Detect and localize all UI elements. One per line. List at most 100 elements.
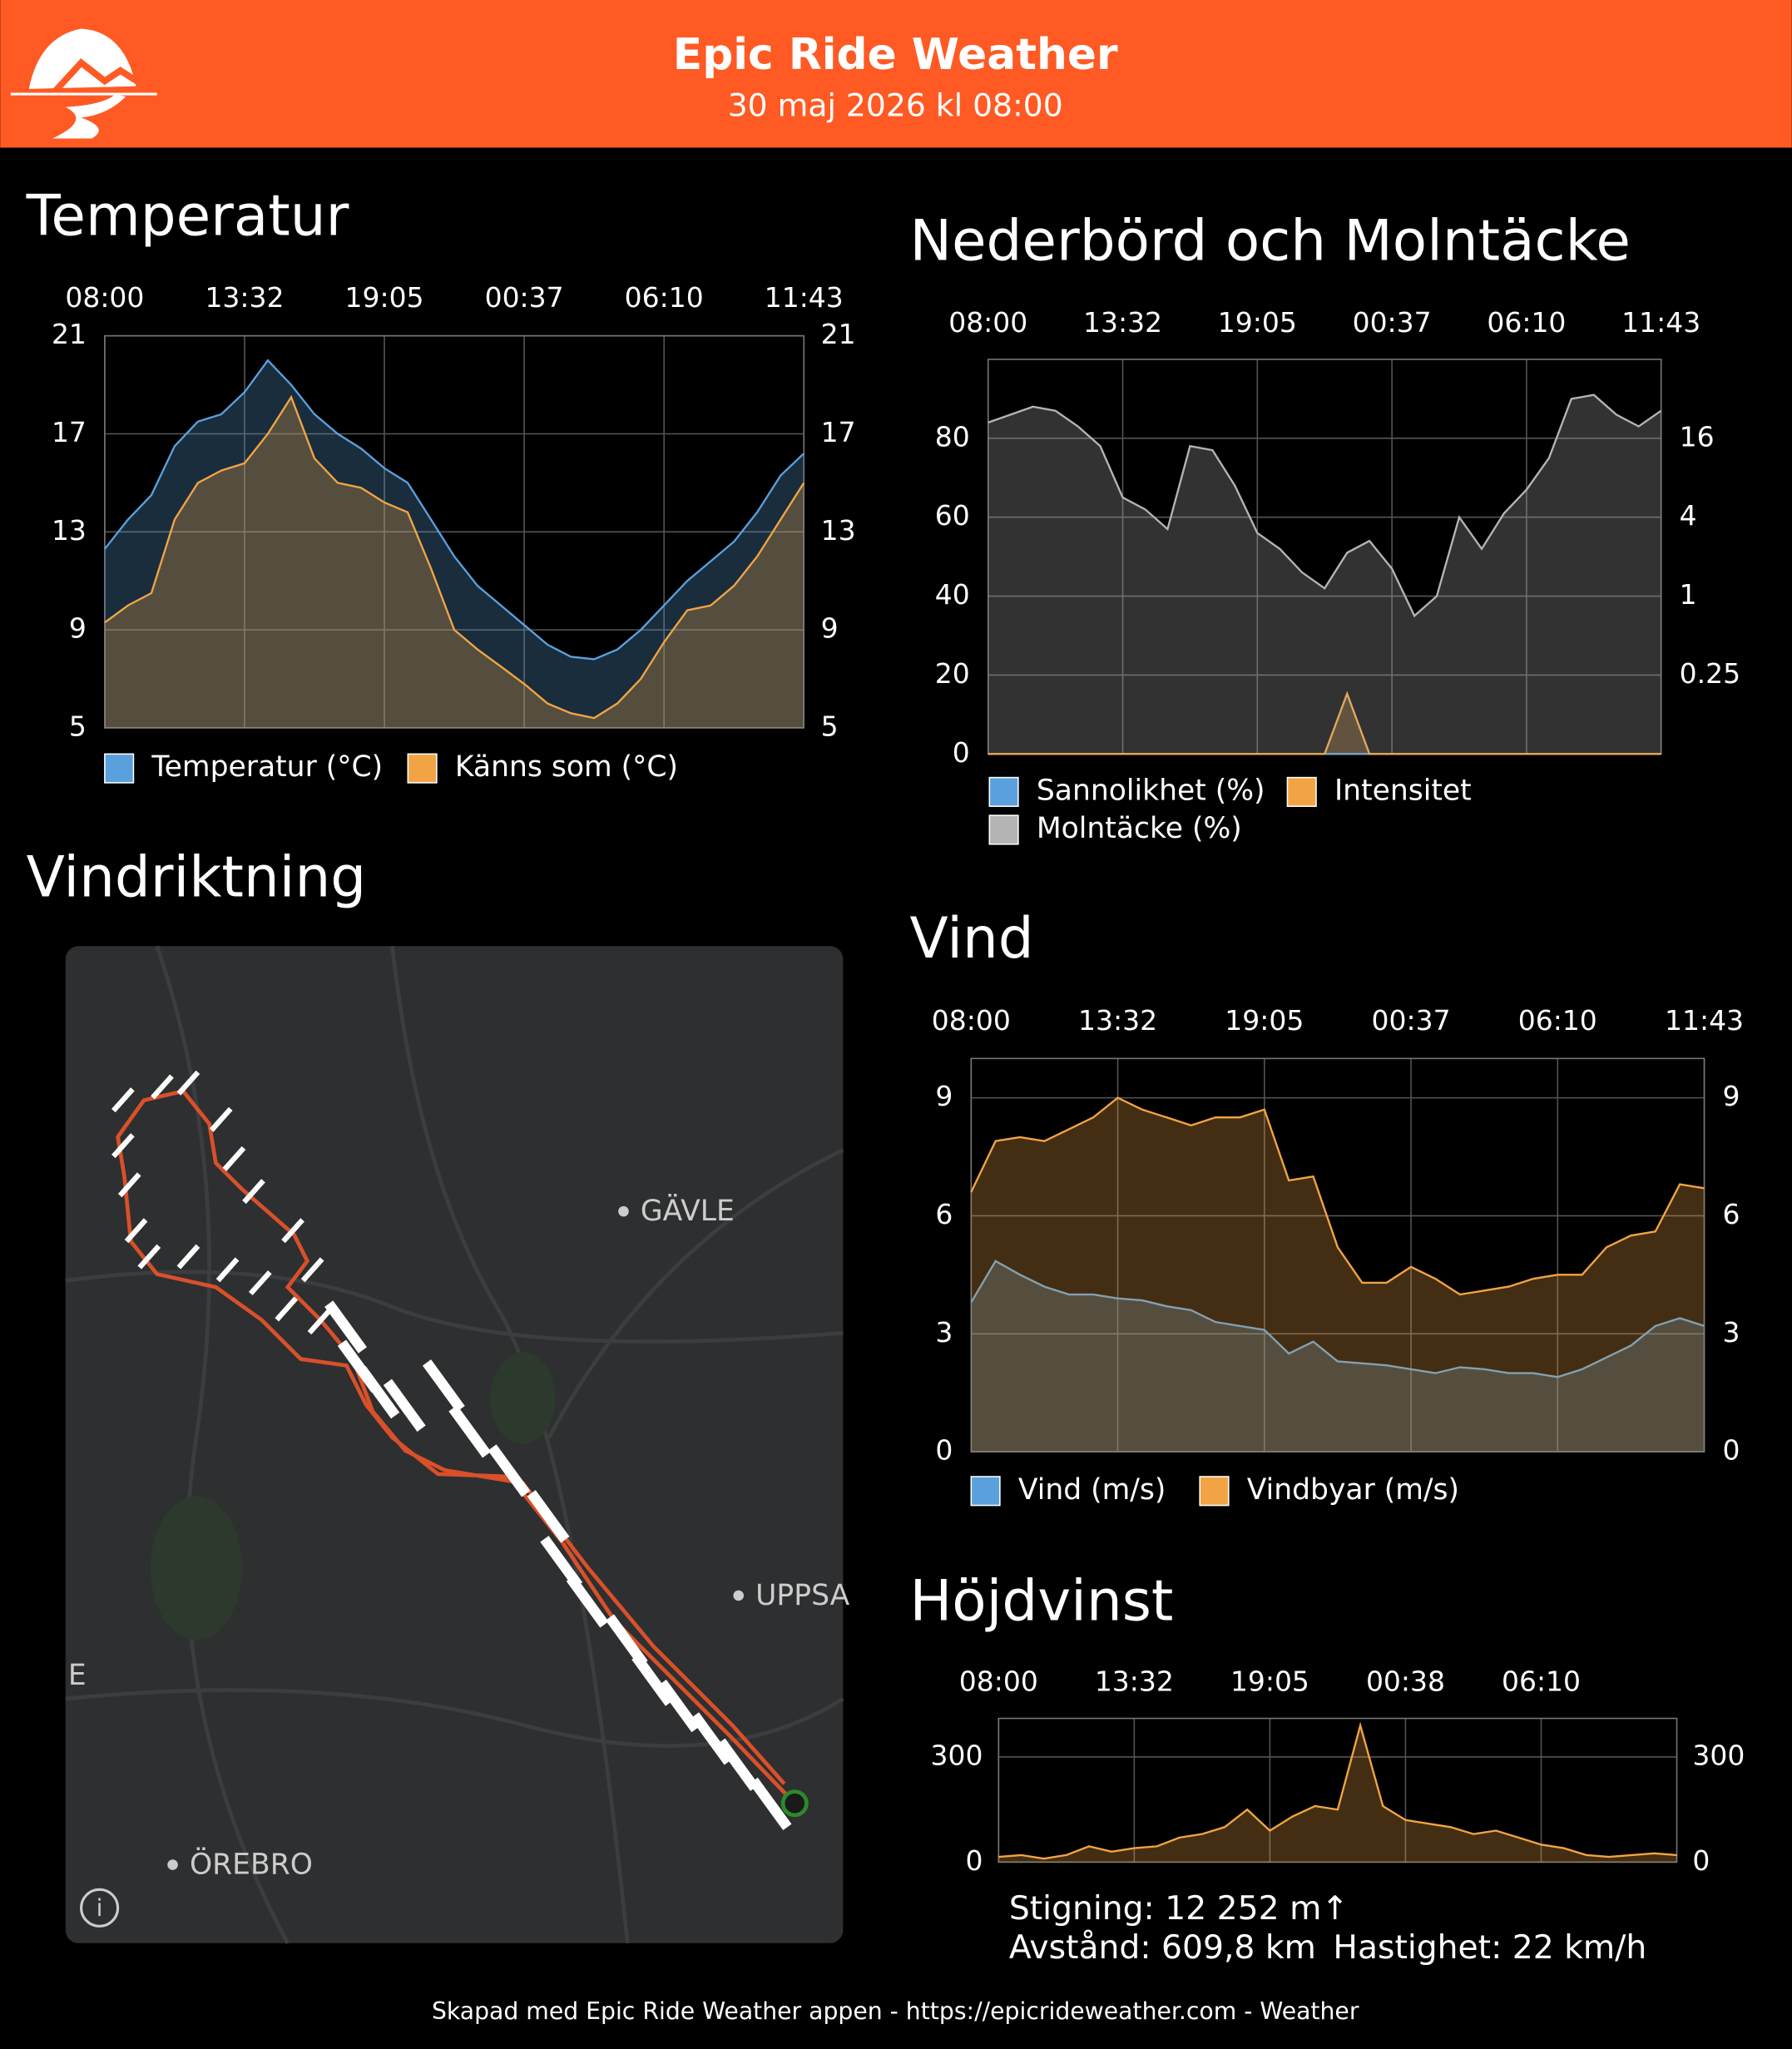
line — [988, 393, 1662, 618]
wind-arrow — [176, 1070, 200, 1096]
wind-arrow — [690, 1712, 733, 1765]
wind-arrow — [151, 1074, 174, 1100]
section-title: Vind — [909, 905, 1033, 971]
area — [988, 394, 1661, 755]
header-title: Epic Ride Weather — [673, 30, 1118, 80]
legend-label: Vindbyar (m/s) — [1247, 1473, 1459, 1507]
wind-arrow — [324, 1300, 367, 1354]
wind-arrow — [137, 1244, 161, 1269]
wind-arrow — [281, 1218, 304, 1244]
map-label: UPPSA — [755, 1579, 850, 1612]
x-tick-label: 08:00 — [959, 1665, 1038, 1698]
plot-frame — [104, 334, 805, 729]
info-glyph: i — [97, 1894, 103, 1922]
footer: Skapad med Epic Ride Weather appen - htt… — [432, 1997, 1359, 2025]
header-bar — [0, 0, 1792, 148]
stat: Avstånd: 609,8 km — [1009, 1929, 1316, 1967]
wind-arrow — [540, 1536, 583, 1589]
y-tick-label-right: 17 — [821, 416, 856, 448]
y-tick-label: 0 — [935, 1434, 953, 1467]
line — [998, 1721, 1677, 1860]
area — [971, 1260, 1705, 1453]
wind-arrow — [176, 1244, 200, 1269]
wind-arrow — [527, 1490, 570, 1543]
y-tick-label: 13 — [52, 514, 87, 547]
y2-tick-label: 4 — [1680, 499, 1697, 532]
x-tick-label: 06:10 — [1502, 1665, 1581, 1698]
x-tick-label: 11:43 — [765, 281, 844, 314]
x-tick-label: 19:05 — [345, 281, 424, 314]
legend-label: Temperatur (°C) — [151, 750, 383, 784]
legend-swatch — [1286, 776, 1317, 807]
logo — [10, 28, 159, 139]
wind-arrow — [111, 1133, 135, 1159]
legend-swatch — [988, 814, 1019, 845]
y-tick-label: 9 — [935, 1080, 953, 1112]
wind-arrow — [631, 1653, 675, 1706]
area — [104, 397, 804, 728]
wind-arrow — [124, 1218, 148, 1244]
legend-swatch — [988, 776, 1019, 807]
x-tick-label: 13:32 — [205, 281, 284, 314]
x-tick-label: 00:37 — [1372, 1004, 1451, 1037]
info-icon[interactable] — [80, 1888, 120, 1928]
x-tick-label: 19:05 — [1230, 1665, 1309, 1698]
wind-arrow — [657, 1679, 700, 1733]
x-tick-label: 13:32 — [1083, 306, 1162, 339]
y-tick-label-right: 9 — [821, 612, 839, 645]
y2-tick-label: 1 — [1680, 578, 1697, 611]
section-title: Höjdvinst — [909, 1567, 1173, 1633]
wind-arrow — [209, 1106, 233, 1132]
x-tick-label: 11:43 — [1621, 306, 1700, 339]
y-tick-label-right: 6 — [1723, 1198, 1740, 1230]
line — [970, 1260, 1705, 1378]
x-tick-label: 08:00 — [932, 1004, 1011, 1037]
legend-label: Molntäcke (%) — [1037, 812, 1242, 845]
wind-arrow — [248, 1270, 272, 1296]
y-tick-label: 0 — [953, 736, 970, 769]
y-tick-label-right: 13 — [821, 514, 856, 547]
y-tick-label: 6 — [935, 1198, 953, 1230]
x-tick-label: 00:37 — [1353, 306, 1432, 339]
map-label: GÄVLE — [641, 1195, 735, 1228]
x-tick-label: 19:05 — [1225, 1004, 1304, 1037]
y-tick-label: 40 — [935, 578, 970, 611]
map[interactable]: GÄVLE UPPSA E ÖREBRO i — [65, 945, 850, 1944]
y-tick-label-right: 5 — [821, 710, 839, 742]
wind-arrow — [422, 1359, 465, 1413]
y-tick-label-right: 21 — [821, 318, 856, 350]
x-tick-label: 00:37 — [485, 281, 564, 314]
stat: Hastighet: 22 km/h — [1333, 1929, 1646, 1967]
y-tick-label: 17 — [52, 416, 87, 448]
section-title: Temperatur — [26, 182, 349, 248]
area — [971, 1097, 1705, 1453]
x-tick-label: 08:00 — [65, 281, 144, 314]
x-tick-label: 06:10 — [625, 281, 704, 314]
line — [988, 690, 1661, 755]
map-label: E — [68, 1659, 87, 1692]
wind-arrow — [222, 1146, 246, 1171]
x-tick-label: 13:32 — [1095, 1665, 1174, 1698]
line — [103, 359, 805, 661]
y-tick-label: 60 — [935, 499, 970, 532]
y-tick-label: 21 — [52, 318, 87, 350]
wind-arrow — [357, 1365, 400, 1419]
x-tick-label: 11:43 — [1665, 1004, 1744, 1037]
y-tick-label-right: 300 — [1692, 1739, 1745, 1771]
map-label: ÖREBRO — [190, 1848, 313, 1882]
legend-label: Känns som (°C) — [455, 750, 678, 784]
legend-swatch — [104, 753, 135, 784]
y-tick-label: 300 — [931, 1739, 983, 1771]
legend-label: Sannolikhet (%) — [1037, 774, 1265, 807]
wind-arrow — [300, 1257, 324, 1283]
wind-arrow — [605, 1614, 648, 1667]
y2-tick-label: 16 — [1680, 420, 1715, 453]
x-tick-label: 08:00 — [948, 306, 1027, 339]
wind-arrow — [111, 1087, 135, 1113]
y-tick-label-right: 9 — [1723, 1080, 1740, 1112]
plot-frame — [970, 1057, 1705, 1453]
y-tick-label-right: 3 — [1723, 1316, 1740, 1349]
wind-arrow — [749, 1777, 792, 1831]
area — [998, 1725, 1677, 1863]
